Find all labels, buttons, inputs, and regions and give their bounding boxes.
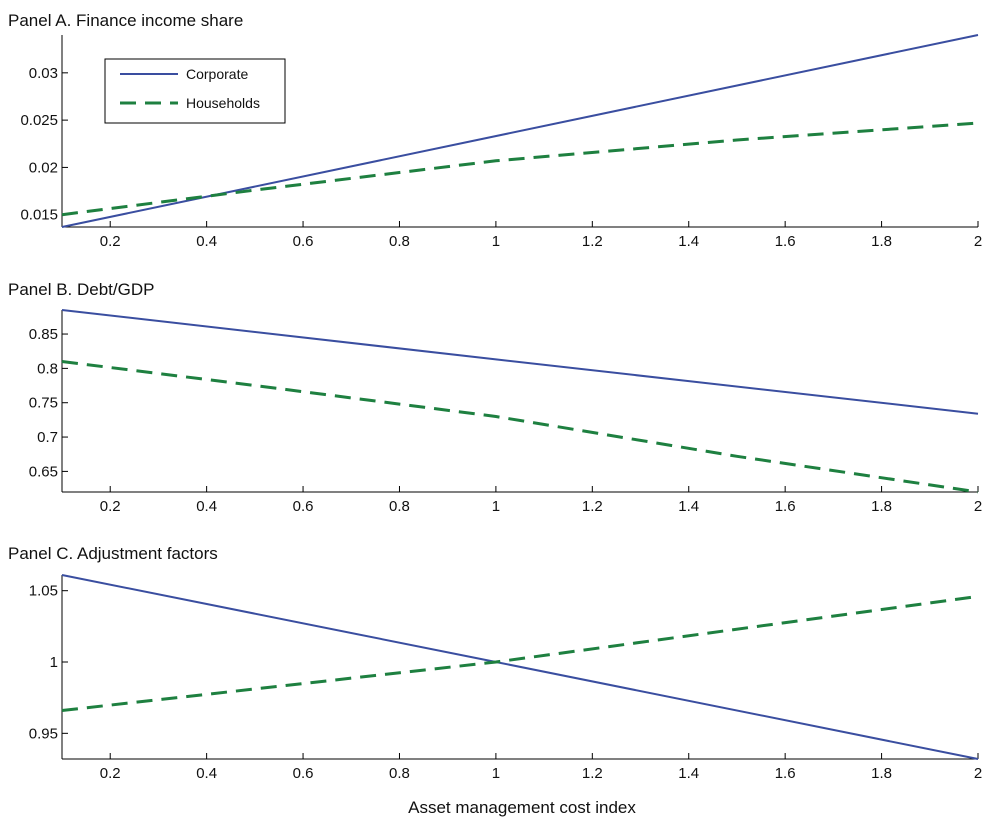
series-line-households — [61, 360, 979, 494]
x-tick-label: 1.6 — [775, 765, 796, 782]
y-tick-label: 0.95 — [29, 725, 58, 742]
y-tick-label: 1.05 — [29, 583, 58, 600]
x-tick-label: 1 — [492, 765, 500, 782]
x-tick-label: 0.6 — [293, 233, 314, 250]
y-tick-label: 0.015 — [20, 207, 58, 224]
x-tick-label: 1.2 — [582, 498, 603, 515]
y-tick-label: 0.75 — [29, 395, 58, 412]
x-tick-label: 1.6 — [775, 233, 796, 250]
y-tick-label: 0.02 — [29, 159, 58, 176]
chart-panel-2: Panel B. Debt/GDP 0.2 0.4 0.6 0.8 1 1.2 1.4 1.6 1… — [8, 280, 982, 515]
x-tick-label: 0.2 — [100, 765, 121, 782]
x-axis-label: Asset management cost index — [408, 798, 636, 817]
series-line-households — [61, 121, 979, 217]
legend-label: Corporate — [186, 66, 248, 82]
x-tick-label: 1.6 — [775, 498, 796, 515]
x-tick-label: 2 — [974, 765, 982, 782]
x-tick-label: 1.4 — [678, 498, 699, 515]
legend: Corporate Households — [104, 58, 286, 124]
x-tick-label: 1.2 — [582, 233, 603, 250]
x-tick-label: 0.4 — [196, 765, 217, 782]
chart-panel-3: Panel C. Adjustment factors 0.2 0.4 0.6 0.8 1… — [8, 544, 982, 817]
x-tick-label: 2 — [974, 498, 982, 515]
legend-box — [104, 58, 286, 124]
x-tick-label: 2 — [974, 233, 982, 250]
x-tick-label: 0.4 — [196, 233, 217, 250]
x-tick-label: 1.4 — [678, 233, 699, 250]
panel-title: Panel A. Finance income share — [8, 11, 243, 30]
legend-label: Households — [186, 95, 260, 111]
y-tick-label: 0.03 — [29, 65, 58, 82]
x-tick-label: 0.6 — [293, 498, 314, 515]
y-tick-label: 0.025 — [20, 112, 58, 129]
x-tick-label: 0.4 — [196, 498, 217, 515]
x-tick-label: 0.8 — [389, 765, 410, 782]
y-tick-label: 0.65 — [29, 463, 58, 480]
panel-title: Panel C. Adjustment factors — [8, 544, 218, 563]
x-tick-label: 0.6 — [293, 765, 314, 782]
series-line-households — [61, 594, 979, 712]
y-tick-label: 0.8 — [37, 360, 58, 377]
x-tick-label: 0.8 — [389, 498, 410, 515]
series-line-corporate — [61, 574, 979, 760]
chart-panel-1: Panel A. Finance income share 0.2 0.4 0.6 0.… — [8, 11, 982, 250]
y-tick-label: 0.7 — [37, 429, 58, 446]
x-tick-label: 1.8 — [871, 233, 892, 250]
x-tick-label: 0.2 — [100, 233, 121, 250]
series-line-corporate — [61, 309, 979, 415]
x-tick-label: 1.4 — [678, 765, 699, 782]
x-tick-label: 1.2 — [582, 765, 603, 782]
x-tick-label: 0.2 — [100, 498, 121, 515]
x-tick-label: 1 — [492, 233, 500, 250]
panel-title: Panel B. Debt/GDP — [8, 280, 154, 299]
x-tick-label: 1 — [492, 498, 500, 515]
x-tick-label: 0.8 — [389, 233, 410, 250]
y-tick-label: 0.85 — [29, 326, 58, 343]
x-tick-label: 1.8 — [871, 498, 892, 515]
y-tick-label: 1 — [50, 654, 58, 671]
x-tick-label: 1.8 — [871, 765, 892, 782]
